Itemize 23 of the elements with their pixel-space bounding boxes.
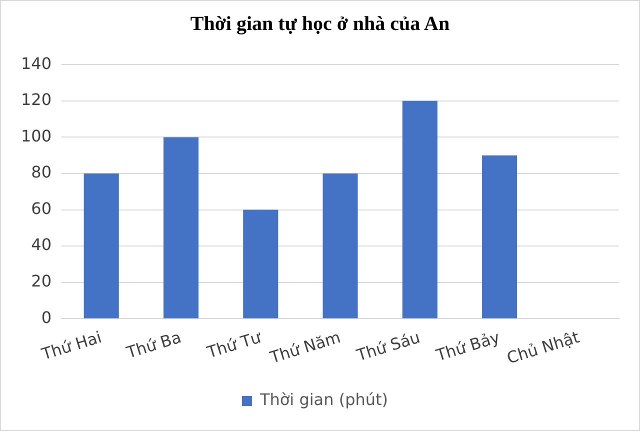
y-tick-label: 100 bbox=[20, 126, 52, 146]
x-tick-label: Thứ Hai bbox=[38, 328, 104, 364]
x-tick-label: Thứ Năm bbox=[266, 328, 343, 368]
x-tick-label: Thứ Bảy bbox=[432, 328, 502, 366]
y-tick-label: 0 bbox=[41, 308, 52, 327]
y-tick-label: 80 bbox=[31, 162, 52, 182]
y-tick-label: 20 bbox=[31, 272, 52, 291]
y-tick-label: 40 bbox=[31, 235, 52, 254]
chart-title: Thời gian tự học ở nhà của An bbox=[189, 13, 451, 36]
x-tick-label: Thứ Tư bbox=[204, 327, 264, 362]
bar bbox=[243, 210, 278, 318]
y-tick-label: 140 bbox=[20, 54, 52, 73]
bar bbox=[322, 173, 358, 318]
bar bbox=[402, 100, 438, 318]
x-tick-label: Thứ Sáu bbox=[353, 328, 422, 366]
y-tick-label: 120 bbox=[20, 90, 52, 110]
bar bbox=[163, 137, 199, 318]
x-tick-label: Chủ Nhật bbox=[504, 328, 582, 368]
bar bbox=[482, 155, 518, 318]
bar bbox=[84, 173, 119, 318]
x-tick-label: Thứ Ba bbox=[123, 328, 184, 362]
y-tick-label: 60 bbox=[31, 198, 52, 218]
legend-label: Thời gian (phút) bbox=[258, 390, 388, 410]
